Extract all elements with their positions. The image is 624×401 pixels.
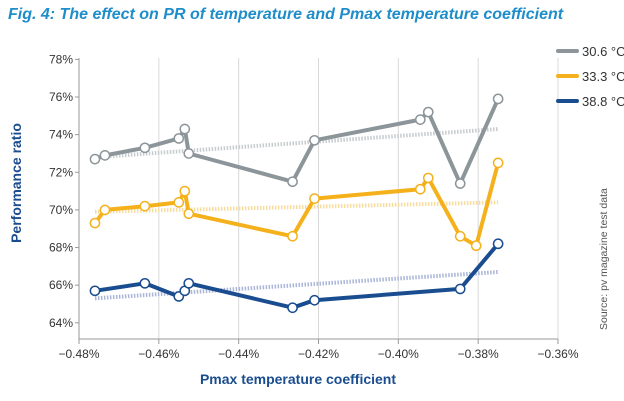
data-point bbox=[89, 217, 101, 229]
data-point bbox=[287, 302, 298, 314]
y-axis-label: Performance ratio bbox=[8, 123, 24, 243]
data-point bbox=[422, 106, 434, 118]
y-tick-label: 64% bbox=[49, 316, 73, 330]
trend-line bbox=[94, 200, 499, 214]
y-tick-label: 74% bbox=[49, 128, 73, 142]
data-point bbox=[309, 134, 320, 146]
data-point bbox=[183, 208, 195, 220]
x-tick-label: −0.40% bbox=[378, 347, 419, 361]
data-point bbox=[492, 157, 504, 169]
data-point bbox=[454, 230, 466, 242]
data-point bbox=[183, 148, 195, 159]
data-point bbox=[309, 294, 320, 306]
data-point bbox=[183, 277, 195, 289]
legend-label: 38.8 °C bbox=[582, 94, 624, 109]
source-note: Source: pv magazine test data bbox=[598, 188, 610, 330]
y-tick-label: 70% bbox=[49, 203, 73, 217]
legend-label: 33.3 °C bbox=[582, 69, 624, 84]
y-tick-label: 78% bbox=[49, 52, 73, 66]
axes bbox=[75, 58, 559, 344]
x-axis-label: Pmax temperature coefficient bbox=[200, 371, 396, 387]
data-point bbox=[99, 150, 111, 161]
tick-labels: −0.48% −0.46% −0.44% −0.42% −0.40% −0.38% −0.3… bbox=[49, 52, 579, 361]
y-tick-label: 76% bbox=[49, 90, 73, 104]
data-point bbox=[173, 133, 185, 144]
legend-label: 30.6 °C bbox=[582, 44, 624, 59]
x-tick-label: −0.42% bbox=[298, 347, 339, 361]
data-point bbox=[139, 142, 151, 154]
x-tick-label: −0.46% bbox=[138, 347, 179, 361]
data-point bbox=[89, 285, 101, 297]
data-point bbox=[492, 93, 504, 105]
chart-title: Fig. 4: The effect on PR of temperature … bbox=[8, 6, 564, 23]
data-point bbox=[173, 197, 185, 208]
data-point bbox=[179, 185, 191, 197]
legend: 30.6 °C 33.3 °C 38.8 °C bbox=[556, 44, 624, 109]
data-point bbox=[139, 200, 151, 212]
x-tick-label: −0.36% bbox=[537, 347, 578, 361]
data-point bbox=[179, 123, 191, 135]
data-point bbox=[99, 204, 111, 216]
data-point bbox=[470, 240, 482, 252]
data-point bbox=[454, 283, 466, 295]
data-point bbox=[287, 176, 298, 188]
data-point bbox=[414, 183, 426, 195]
series-line bbox=[93, 96, 501, 186]
data-points bbox=[89, 93, 504, 314]
trend-line bbox=[94, 270, 499, 301]
y-tick-label: 68% bbox=[49, 241, 73, 255]
data-point bbox=[309, 193, 320, 204]
trend-line bbox=[94, 127, 499, 160]
trend-lines bbox=[94, 127, 499, 301]
data-point bbox=[422, 172, 434, 184]
x-tick-label: −0.44% bbox=[218, 347, 259, 361]
data-point bbox=[414, 114, 426, 125]
y-tick-label: 72% bbox=[49, 165, 73, 179]
y-tick-label: 66% bbox=[49, 278, 73, 292]
data-point bbox=[454, 178, 466, 189]
data-point bbox=[492, 238, 504, 250]
data-point bbox=[139, 277, 151, 289]
x-tick-label: −0.48% bbox=[58, 347, 99, 361]
data-point bbox=[89, 153, 101, 165]
x-tick-label: −0.38% bbox=[458, 347, 499, 361]
data-point bbox=[287, 230, 298, 242]
